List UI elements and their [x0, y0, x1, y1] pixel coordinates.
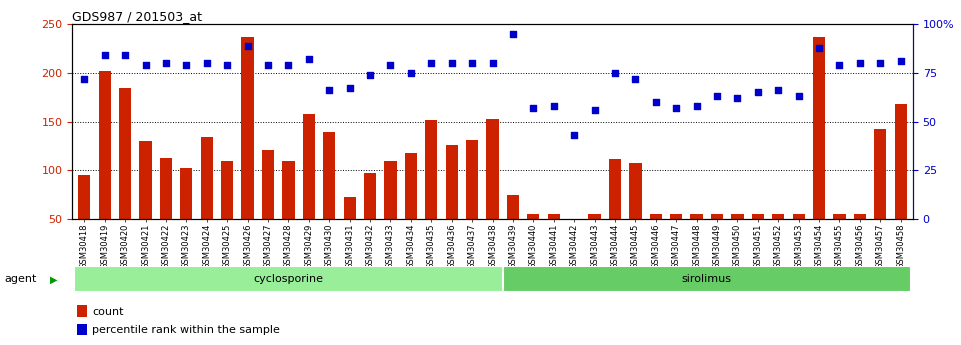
Bar: [425, 120, 437, 268]
Bar: [503, 266, 911, 292]
Point: [219, 62, 234, 68]
Point: [77, 76, 92, 81]
Point: [628, 76, 643, 81]
Point: [382, 62, 398, 68]
Point: [873, 60, 888, 66]
Text: count: count: [92, 307, 124, 317]
Bar: [853, 214, 866, 268]
Point: [199, 60, 214, 66]
Point: [342, 86, 357, 91]
Bar: [629, 162, 642, 268]
Point: [159, 60, 174, 66]
Bar: [139, 141, 152, 268]
Bar: [895, 104, 907, 268]
Point: [179, 62, 194, 68]
Bar: [568, 256, 580, 268]
Bar: [384, 161, 397, 268]
Point: [648, 99, 663, 105]
Bar: [875, 129, 886, 268]
Bar: [752, 214, 764, 268]
Point: [117, 52, 133, 58]
Bar: [466, 140, 479, 268]
Bar: [528, 214, 539, 268]
Bar: [446, 145, 457, 268]
Bar: [588, 214, 601, 268]
Point: [893, 58, 908, 64]
Bar: [609, 159, 621, 268]
Bar: [670, 214, 682, 268]
Bar: [77, 324, 87, 335]
Text: cyclosporine: cyclosporine: [254, 274, 324, 284]
Point: [484, 60, 500, 66]
Point: [505, 31, 521, 37]
Bar: [283, 161, 294, 268]
Bar: [343, 197, 356, 268]
Bar: [241, 37, 254, 268]
Point: [566, 132, 581, 138]
Bar: [99, 71, 111, 268]
Text: percentile rank within the sample: percentile rank within the sample: [92, 325, 280, 335]
Bar: [833, 214, 846, 268]
Point: [607, 70, 623, 76]
Bar: [201, 137, 213, 268]
Bar: [78, 175, 90, 268]
Point: [669, 105, 684, 111]
Bar: [74, 266, 503, 292]
Bar: [731, 214, 744, 268]
Point: [729, 96, 745, 101]
Point: [444, 60, 459, 66]
Text: ▶: ▶: [50, 275, 58, 284]
Bar: [405, 153, 417, 268]
Bar: [364, 173, 376, 268]
Bar: [650, 214, 662, 268]
Bar: [221, 161, 234, 268]
Point: [424, 60, 439, 66]
Point: [771, 88, 786, 93]
Point: [464, 60, 480, 66]
Point: [791, 93, 806, 99]
Point: [689, 103, 704, 109]
Bar: [711, 214, 723, 268]
Point: [811, 45, 826, 50]
Point: [362, 72, 378, 78]
Text: agent: agent: [5, 275, 37, 284]
Bar: [181, 168, 192, 268]
Bar: [548, 214, 560, 268]
Bar: [506, 195, 519, 268]
Bar: [813, 37, 825, 268]
Bar: [793, 214, 804, 268]
Point: [751, 90, 766, 95]
Point: [587, 107, 603, 113]
Bar: [262, 150, 274, 268]
Text: sirolimus: sirolimus: [681, 274, 732, 284]
Text: GDS987 / 201503_at: GDS987 / 201503_at: [72, 10, 202, 23]
Point: [709, 93, 725, 99]
Bar: [77, 305, 87, 317]
Point: [301, 57, 316, 62]
Point: [852, 60, 868, 66]
Bar: [691, 214, 702, 268]
Point: [832, 62, 848, 68]
Point: [281, 62, 296, 68]
Bar: [303, 114, 315, 268]
Bar: [486, 119, 499, 268]
Point: [260, 62, 276, 68]
Point: [526, 105, 541, 111]
Bar: [119, 88, 132, 268]
Bar: [772, 214, 784, 268]
Point: [546, 103, 561, 109]
Point: [97, 52, 112, 58]
Bar: [323, 132, 335, 268]
Point: [240, 43, 256, 48]
Point: [404, 70, 419, 76]
Bar: [160, 158, 172, 268]
Point: [322, 88, 337, 93]
Point: [137, 62, 153, 68]
